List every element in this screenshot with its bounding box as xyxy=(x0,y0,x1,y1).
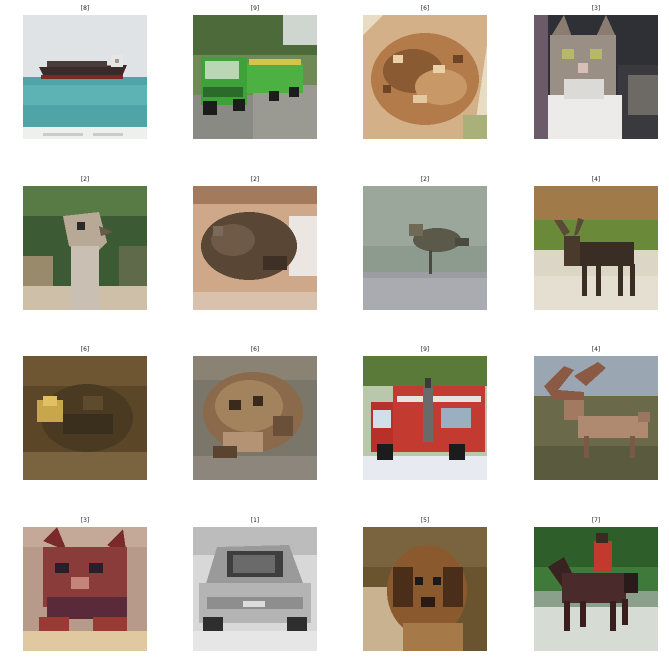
panel-label: [3] xyxy=(80,517,90,524)
panel-label: [9] xyxy=(250,5,260,12)
cat-image xyxy=(534,15,658,139)
panel-label: [4] xyxy=(591,346,601,353)
bird-image xyxy=(23,186,147,310)
frog-image xyxy=(193,356,317,480)
bird-image xyxy=(193,186,317,310)
truck-image xyxy=(363,356,487,480)
frog-image xyxy=(363,15,487,139)
deer-image xyxy=(534,356,658,480)
horse-image xyxy=(534,527,658,651)
panel-label: [6] xyxy=(250,346,260,353)
panel-label: [3] xyxy=(591,5,601,12)
deer-image xyxy=(534,186,658,310)
panel-label: [5] xyxy=(420,517,430,524)
panel-label: [2] xyxy=(80,176,90,183)
truck-image xyxy=(193,15,317,139)
panel-label: [7] xyxy=(591,517,601,524)
panel-label: [4] xyxy=(591,176,601,183)
dog-image xyxy=(363,527,487,651)
cat-image xyxy=(23,527,147,651)
panel-label: [2] xyxy=(250,176,260,183)
panel-label: [6] xyxy=(420,5,430,12)
panel-label: [1] xyxy=(250,517,260,524)
panel-label: [2] xyxy=(420,176,430,183)
panel-label: [6] xyxy=(80,346,90,353)
bird-image xyxy=(363,186,487,310)
ship-image xyxy=(23,15,147,139)
automobile-image xyxy=(193,527,317,651)
frog-image xyxy=(23,356,147,480)
panel-label: [8] xyxy=(80,5,90,12)
panel-label: [9] xyxy=(420,346,430,353)
